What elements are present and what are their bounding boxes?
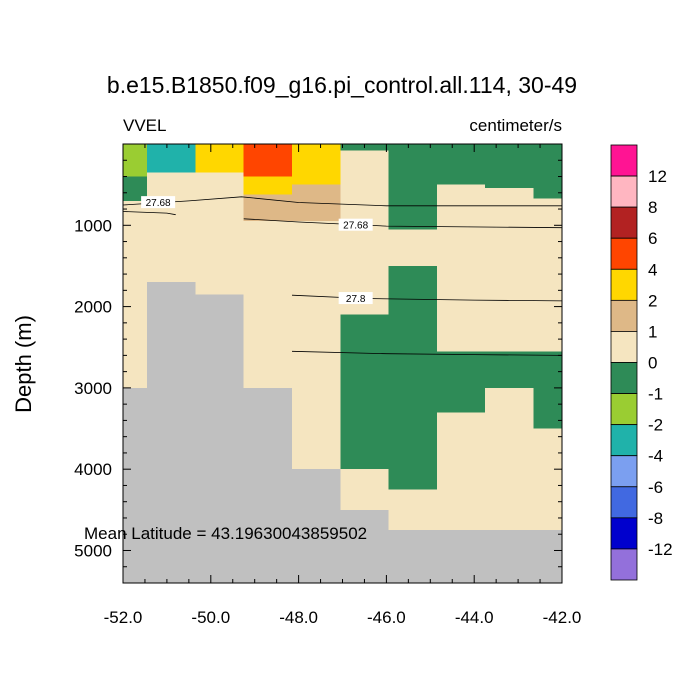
colorbar-label: -6 [648, 478, 663, 497]
density-contour [291, 350, 563, 356]
velocity-cell [340, 412, 437, 429]
colorbar-swatch [610, 144, 638, 177]
velocity-cell [195, 144, 244, 173]
contour-label: 27.68 [343, 221, 368, 232]
velocity-cell [243, 194, 293, 222]
density-contour [291, 294, 563, 302]
colorbar-label: 2 [648, 291, 657, 310]
colorbar-label: -12 [648, 540, 673, 559]
y-tick-label: 5000 [74, 541, 112, 560]
velocity-cell [485, 144, 534, 188]
x-tick-label: -50.0 [191, 608, 230, 627]
velocity-cell [123, 144, 148, 177]
land-mask-cell [243, 387, 293, 583]
colorbar-swatch [610, 206, 638, 239]
velocity-cell [147, 144, 196, 173]
velocity-cell [533, 144, 562, 199]
x-tick-label: -42.0 [543, 608, 582, 627]
plot-area [123, 144, 562, 583]
colorbar: 12 8 6 4 2 1 0 -1 -2 -4 -6 -8 -12 [610, 144, 673, 581]
x-axis: -52.0 -50.0 -48.0 -46.0 -44.0 -42.0 [104, 144, 582, 627]
velocity-cell [340, 351, 562, 388]
colorbar-label: 4 [648, 260, 657, 279]
colorbar-swatch [610, 548, 638, 581]
y-axis-label: Depth (m) [11, 315, 36, 413]
velocity-cell [533, 387, 562, 429]
land-mask-cell [195, 294, 244, 583]
velocity-cell [292, 144, 341, 185]
y-axis: 1000 2000 3000 4000 5000 [74, 159, 562, 584]
colorbar-swatch [610, 299, 638, 332]
colorbar-swatch [610, 486, 638, 519]
colorbar-swatch [610, 268, 638, 301]
density-contour [122, 196, 562, 207]
y-tick-label: 3000 [74, 379, 112, 398]
colorbar-swatch [610, 393, 638, 426]
colorbar-swatch [610, 331, 638, 363]
contour-label: 27.68 [146, 198, 171, 209]
colorbar-label: 0 [648, 354, 657, 373]
velocity-cell [436, 144, 486, 185]
density-contour [122, 211, 176, 216]
contour-label: 27.8 [346, 294, 366, 305]
colorbar-label: -2 [648, 416, 663, 435]
mean-latitude-annotation: Mean Latitude = 43.19630043859502 [84, 524, 367, 543]
colorbar-label: -1 [648, 385, 663, 404]
colorbar-label: 1 [648, 322, 657, 341]
x-tick-label: -44.0 [455, 608, 494, 627]
contour-label-box [338, 292, 373, 305]
contour-label-box [338, 218, 373, 231]
land-mask-cell [388, 530, 562, 583]
colorbar-swatch [610, 175, 638, 208]
velocity-cell [340, 428, 389, 470]
colorbar-label: -4 [648, 447, 663, 466]
velocity-cell [340, 314, 437, 352]
y-tick-label: 2000 [74, 298, 112, 317]
colorbar-swatch [610, 455, 638, 488]
units-label: centimeter/s [469, 116, 562, 135]
variable-label: VVEL [123, 116, 166, 135]
x-tick-label: -52.0 [104, 608, 143, 627]
velocity-cell [340, 387, 486, 413]
velocity-cell [388, 144, 437, 230]
colorbar-label: 8 [648, 198, 657, 217]
velocity-cell [243, 144, 293, 177]
contour-lines: 27.68 27.68 27.8 [122, 196, 563, 356]
x-tick-label: -48.0 [279, 608, 318, 627]
colorbar-swatch [610, 517, 638, 550]
velocity-cell [388, 428, 437, 490]
x-tick-label: -46.0 [367, 608, 406, 627]
colorbar-label: -8 [648, 509, 663, 528]
colorbar-label: 12 [648, 167, 667, 186]
contour-label-box [141, 196, 176, 209]
land-mask-cell [292, 469, 341, 583]
velocity-cell [388, 265, 437, 315]
chart-title: b.e15.B1850.f09_g16.pi_control.all.114, … [107, 72, 577, 98]
land-mask-cell [147, 282, 196, 583]
land-mask-cell [340, 509, 389, 583]
colorbar-swatch [610, 424, 638, 457]
y-tick-label: 1000 [74, 216, 112, 235]
velocity-cell [243, 176, 293, 195]
y-tick-label: 4000 [74, 460, 112, 479]
colorbar-label: 6 [648, 229, 657, 248]
colorbar-swatch [610, 237, 638, 270]
colorbar-swatch [610, 362, 638, 394]
